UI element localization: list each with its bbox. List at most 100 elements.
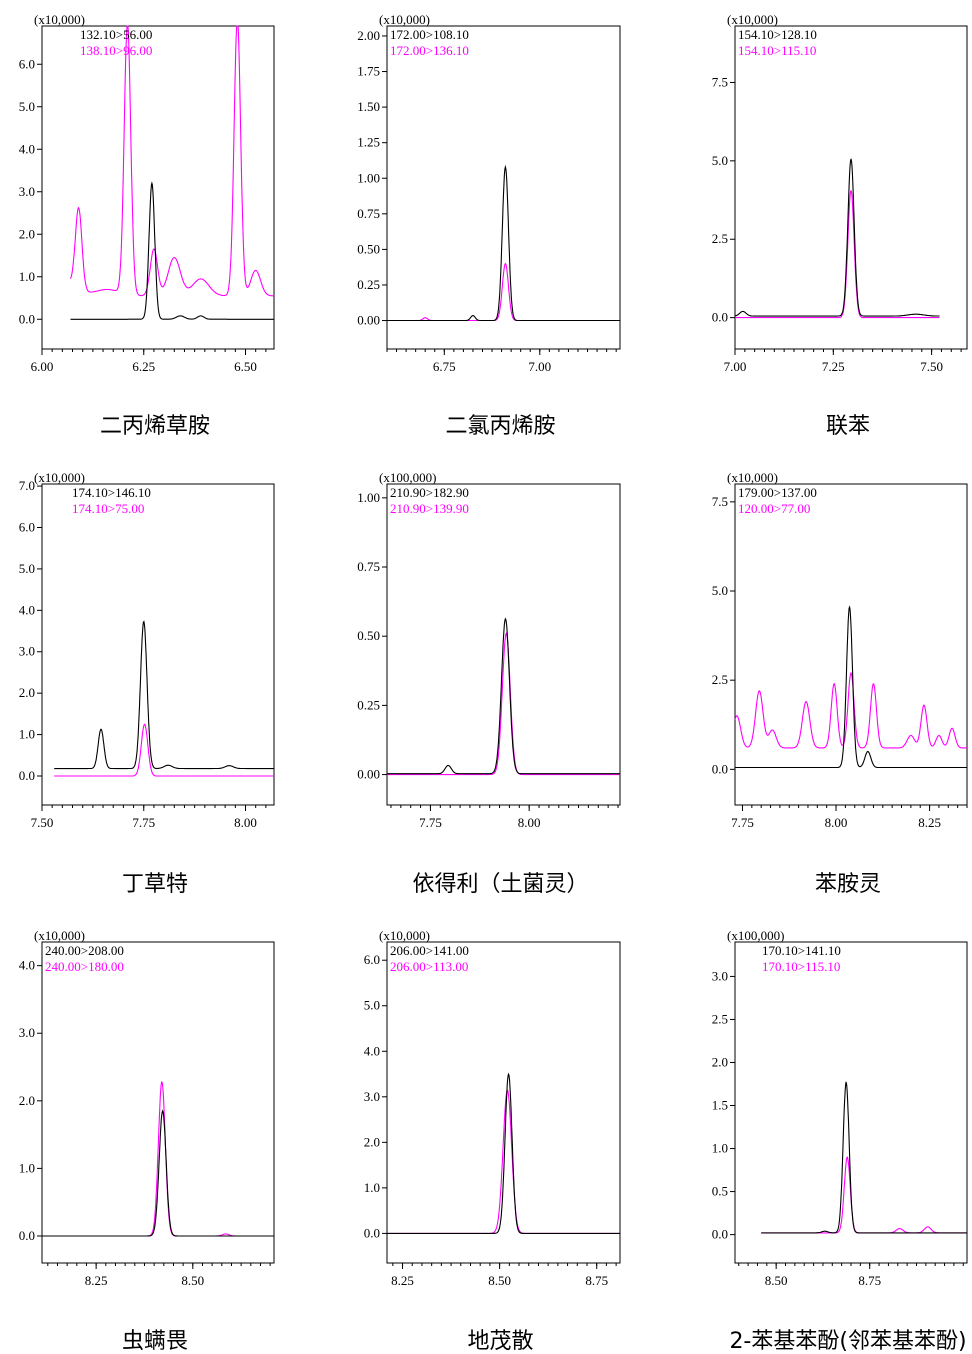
x-tick-label: 8.25 — [85, 1273, 108, 1288]
y-tick-label: 3.0 — [364, 1089, 380, 1104]
trace-1 — [387, 164, 620, 322]
legend-entry: 138.10>96.00 — [80, 43, 152, 58]
x-tick-label: 7.25 — [822, 359, 845, 374]
x-tick-label: 7.75 — [419, 815, 442, 830]
y-tick-label: 2.5 — [712, 231, 728, 246]
y-tick-label: 0.0 — [712, 310, 728, 325]
x-tick-label: 7.75 — [132, 815, 155, 830]
trace-1 — [387, 617, 620, 775]
chart-panel-5: (x100,000) 0.00 0.25 0.50 0.75 1.00 7.75 8.00 21… — [357, 470, 621, 897]
legend-entry: 210.90>182.90 — [390, 485, 469, 500]
x-tick-label: 6.75 — [433, 359, 456, 374]
trace-2 — [387, 1089, 620, 1234]
y-tick-label: 0.75 — [357, 559, 380, 574]
legend-entry: 206.00>113.00 — [390, 959, 468, 974]
plot-frame — [41, 483, 275, 806]
y-tick-label: 6.0 — [364, 952, 380, 967]
trace-1 — [735, 605, 967, 769]
y-tick-label: 5.0 — [19, 99, 35, 114]
y-tick-label: 7.0 — [19, 478, 35, 493]
trace-2 — [387, 632, 620, 776]
legend-entry: 172.00>108.10 — [390, 27, 469, 42]
y-scale-label: (x10,000) — [727, 470, 778, 485]
chart-title: 依得利（土菌灵） — [412, 872, 588, 897]
y-tick-label: 1.50 — [357, 99, 380, 114]
y-tick-label: 0.0 — [19, 1228, 35, 1243]
chart-title: 虫螨畏 — [122, 1329, 188, 1354]
chart-title: 苯胺灵 — [815, 872, 881, 897]
legend-entry: 170.10>115.10 — [762, 959, 840, 974]
plot-frame — [734, 25, 968, 350]
legend-entry: 132.10>56.00 — [80, 27, 152, 42]
x-tick-label: 6.00 — [31, 359, 54, 374]
y-tick-label: 0.25 — [357, 277, 380, 292]
x-tick-label: 7.50 — [31, 815, 54, 830]
legend-entry: 240.00>208.00 — [45, 943, 124, 958]
y-tick-label: 1.00 — [357, 490, 380, 505]
y-tick-label: 3.0 — [712, 968, 728, 983]
plot-frame — [734, 941, 968, 1264]
y-tick-label: 4.0 — [19, 602, 35, 617]
x-tick-label: 8.25 — [918, 815, 941, 830]
y-tick-label: 0.25 — [357, 697, 380, 712]
chart-panel-6: (x10,000) 0.0 2.5 5.0 7.5 7.75 8.00 8.25 179.00>… — [712, 470, 968, 897]
legend-entry: 172.00>136.10 — [390, 43, 469, 58]
y-tick-label: 5.0 — [712, 583, 728, 598]
legend-entry: 179.00>137.00 — [738, 485, 817, 500]
y-scale-label: (x10,000) — [379, 928, 430, 943]
chart-panel-4: (x10,000) 0.0 1.0 2.0 3.0 4.0 5.0 6.0 7.0 7.50 7.7… — [19, 470, 275, 897]
y-tick-label: 4.0 — [364, 1043, 380, 1058]
chart-title: 地茂散 — [467, 1329, 533, 1354]
trace-2 — [735, 189, 940, 319]
y-tick-label: 2.0 — [19, 226, 35, 241]
y-tick-label: 2.0 — [19, 685, 35, 700]
y-tick-label: 5.0 — [19, 561, 35, 576]
chart-title: 联苯 — [826, 414, 870, 439]
x-tick-label: 7.50 — [920, 359, 943, 374]
y-scale-label: (x100,000) — [727, 928, 784, 943]
y-tick-label: 0.0 — [19, 768, 35, 783]
x-tick-label: 7.00 — [528, 359, 551, 374]
legend-entry: 120.00>77.00 — [738, 501, 810, 516]
trace-2 — [734, 671, 967, 749]
y-tick-label: 1.0 — [19, 1160, 35, 1175]
y-tick-label: 0.5 — [712, 1184, 728, 1199]
y-tick-label: 7.5 — [712, 74, 728, 89]
y-tick-label: 2.0 — [364, 1134, 380, 1149]
chart-title: 二氯丙烯胺 — [445, 414, 555, 439]
y-tick-label: 0.00 — [357, 767, 380, 782]
y-tick-label: 3.0 — [19, 644, 35, 659]
chart-title: 二丙烯草胺 — [100, 414, 210, 439]
y-tick-label: 1.25 — [357, 135, 380, 150]
x-tick-label: 6.50 — [234, 359, 257, 374]
legend-entry: 174.10>75.00 — [72, 501, 144, 516]
legend-entry: 240.00>180.00 — [45, 959, 124, 974]
x-tick-label: 8.00 — [825, 815, 848, 830]
trace-1 — [42, 1109, 274, 1237]
y-tick-label: 2.0 — [19, 1093, 35, 1108]
y-scale-label: (x100,000) — [379, 470, 436, 485]
plot-frame — [386, 941, 621, 1264]
x-tick-label: 8.50 — [181, 1273, 204, 1288]
y-tick-label: 7.5 — [712, 494, 728, 509]
plot-frame — [386, 25, 621, 350]
chart-panel-8: (x10,000) 0.0 1.0 2.0 3.0 4.0 5.0 6.0 8.25 8.50 8.… — [364, 928, 621, 1354]
chart-panel-2: (x10,000) 0.00 0.25 0.50 0.75 1.00 1.25 1.50 1.7… — [357, 12, 621, 439]
y-tick-label: 2.5 — [712, 672, 728, 687]
chart-panel-3: (x10,000) 0.0 2.5 5.0 7.5 7.00 7.25 7.50 154.10>… — [712, 12, 968, 439]
y-tick-label: 3.0 — [19, 1025, 35, 1040]
plot-frame — [41, 25, 275, 350]
x-tick-label: 8.00 — [234, 815, 257, 830]
x-tick-label: 8.75 — [858, 1273, 881, 1288]
y-tick-label: 1.5 — [712, 1098, 728, 1113]
y-tick-label: 1.0 — [364, 1180, 380, 1195]
y-tick-label: 5.0 — [364, 998, 380, 1013]
plot-frame — [41, 941, 275, 1264]
y-tick-label: 0.75 — [357, 206, 380, 221]
y-tick-label: 1.75 — [357, 64, 380, 79]
legend-entry: 206.00>141.00 — [390, 943, 469, 958]
x-tick-label: 8.50 — [765, 1273, 788, 1288]
trace-1 — [387, 1072, 620, 1234]
legend-entry: 210.90>139.90 — [390, 501, 469, 516]
